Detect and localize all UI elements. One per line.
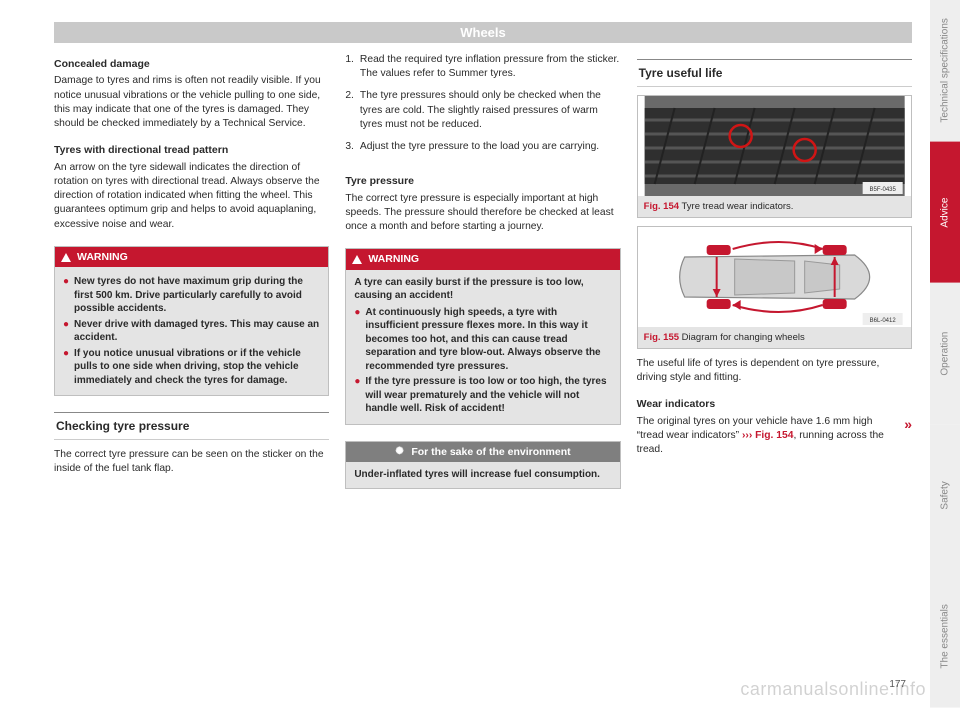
chapter-header: Wheels [54, 22, 912, 43]
figure-154: B5F-0435 Fig. 154 Tyre tread wear indica… [637, 95, 912, 218]
continued-icon: » [904, 415, 912, 434]
tab-essentials[interactable]: The essentials [930, 566, 960, 708]
paragraph: Damage to tyres and rims is often not re… [54, 74, 329, 131]
tab-safety[interactable]: Safety [930, 425, 960, 567]
warning-lead: A tyre can easily burst if the pressure … [354, 276, 611, 303]
warning-bullet: If you notice unusual vibrations or if t… [74, 347, 320, 388]
warning-header: WARNING [55, 247, 328, 267]
environment-box: ✺ For the sake of the environment Under-… [345, 441, 620, 489]
figure-number: Fig. 154 [644, 201, 679, 212]
figure-155-image: B6L-0412 [638, 227, 911, 327]
content-area: Wheels Concealed damage Damage to tyres … [0, 0, 930, 708]
figure-154-caption: Fig. 154 Tyre tread wear indicators. [638, 196, 911, 217]
subheading-tyre-pressure: Tyre pressure [345, 174, 620, 188]
environment-icon: ✺ [395, 447, 405, 457]
warning-body: A tyre can easily burst if the pressure … [346, 270, 619, 424]
figure-number: Fig. 155 [644, 332, 679, 343]
section-heading-checking-pressure: Checking tyre pressure [54, 412, 329, 440]
warning-triangle-icon [352, 255, 362, 264]
step-item: Adjust the tyre pressure to the load you… [360, 140, 599, 154]
warning-body: ●New tyres do not have maximum grip duri… [55, 267, 328, 395]
subheading-directional-tread: Tyres with directional tread pattern [54, 143, 329, 157]
figure-caption-text: Diagram for changing wheels [682, 332, 805, 343]
figure-caption-text: Tyre tread wear indicators. [682, 201, 794, 212]
figure-reference: ››› Fig. 154 [742, 430, 794, 441]
figure-155: B6L-0412 Fig. 155 Diagram for changing w… [637, 226, 912, 349]
warning-header: WARNING [346, 249, 619, 269]
warning-bullet: New tyres do not have maximum grip durin… [74, 275, 320, 316]
tab-operation[interactable]: Operation [930, 283, 960, 425]
figure-code: B5F-0435 [869, 187, 896, 193]
paragraph: An arrow on the tyre sidewall indicates … [54, 161, 329, 232]
column-3: Tyre useful life [637, 53, 912, 679]
environment-body: Under-inflated tyres will increase fuel … [346, 462, 619, 488]
column-2: 1.Read the required tyre inflation press… [345, 53, 620, 679]
columns: Concealed damage Damage to tyres and rim… [54, 53, 912, 679]
subheading-concealed-damage: Concealed damage [54, 57, 329, 71]
page-number: 177 [54, 679, 912, 690]
figure-154-image: B5F-0435 [638, 96, 911, 196]
warning-bullet: Never drive with damaged tyres. This may… [74, 318, 320, 345]
page: Wheels Concealed damage Damage to tyres … [0, 0, 960, 708]
subheading-wear-indicators: Wear indicators [637, 397, 912, 411]
environment-label: For the sake of the environment [411, 445, 570, 459]
paragraph: The correct tyre pressure is especially … [345, 192, 620, 235]
side-tabs: Technical specifications Advice Operatio… [930, 0, 960, 708]
tab-technical-specifications[interactable]: Technical specifications [930, 0, 960, 142]
section-heading-tyre-life: Tyre useful life [637, 59, 912, 87]
warning-triangle-icon [61, 253, 71, 262]
warning-label: WARNING [77, 250, 128, 264]
environment-header: ✺ For the sake of the environment [346, 442, 619, 462]
warning-label: WARNING [368, 252, 419, 266]
warning-box: WARNING ●New tyres do not have maximum g… [54, 246, 329, 396]
figure-code: B6L-0412 [869, 318, 896, 324]
warning-bullet: At continuously high speeds, a tyre with… [365, 306, 611, 374]
tab-advice[interactable]: Advice [930, 142, 960, 284]
steps-list: 1.Read the required tyre inflation press… [345, 53, 620, 162]
step-item: The tyre pressures should only be checke… [360, 89, 621, 132]
paragraph: » The original tyres on your vehicle hav… [637, 415, 912, 458]
warning-box: WARNING A tyre can easily burst if the p… [345, 248, 620, 424]
figure-155-caption: Fig. 155 Diagram for changing wheels [638, 327, 911, 348]
column-1: Concealed damage Damage to tyres and rim… [54, 53, 329, 679]
paragraph: The useful life of tyres is dependent on… [637, 357, 912, 385]
warning-bullet: If the tyre pressure is too low or too h… [365, 375, 611, 416]
paragraph: The correct tyre pressure can be seen on… [54, 448, 329, 476]
step-item: Read the required tyre inflation pressur… [360, 53, 621, 81]
